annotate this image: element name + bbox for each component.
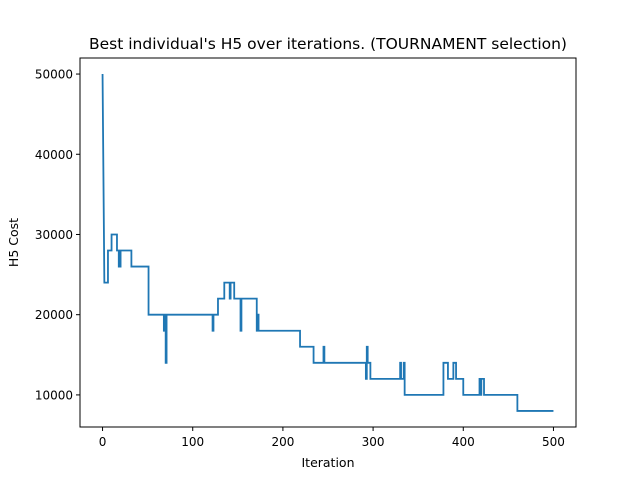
x-tick-label: 200 — [271, 435, 294, 449]
x-axis: 0 100 200 300 400 500 — [99, 427, 565, 449]
y-tick-label: 10000 — [35, 388, 73, 402]
x-tick-label: 0 — [99, 435, 107, 449]
y-axis-label: H5 Cost — [6, 218, 21, 267]
series-line-0 — [101, 74, 554, 412]
y-tick-label: 40000 — [35, 148, 73, 162]
x-tick-label: 300 — [362, 435, 385, 449]
plot-area — [101, 74, 554, 412]
chart-title: Best individual's H5 over iterations. (T… — [89, 35, 567, 53]
x-tick-label: 400 — [452, 435, 475, 449]
x-tick-label: 500 — [542, 435, 565, 449]
x-axis-label: Iteration — [301, 455, 354, 470]
x-tick-label: 100 — [181, 435, 204, 449]
y-tick-label: 50000 — [35, 68, 73, 82]
axes-frame — [79, 57, 577, 428]
y-tick-label: 20000 — [35, 308, 73, 322]
y-axis: 10000 20000 30000 40000 50000 — [35, 68, 80, 402]
y-tick-label: 30000 — [35, 228, 73, 242]
